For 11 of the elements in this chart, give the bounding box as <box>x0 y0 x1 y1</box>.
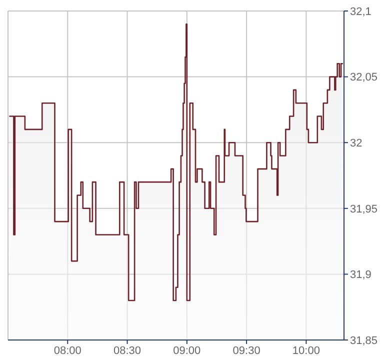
y-tick-label: 31,95 <box>350 203 378 216</box>
y-tick-label: 31,9 <box>350 269 372 282</box>
x-tick-label: 08:00 <box>54 344 82 357</box>
x-tick-label: 09:30 <box>232 344 260 357</box>
y-tick-label: 32,1 <box>350 6 372 18</box>
x-tick-label: 08:30 <box>114 344 142 357</box>
y-tick-label: 31,85 <box>350 334 378 347</box>
y-tick-label: 32 <box>350 138 362 150</box>
x-tick-label: 09:00 <box>173 344 201 357</box>
x-tick-label: 10:00 <box>292 344 320 357</box>
y-tick-label: 32,05 <box>350 72 378 84</box>
